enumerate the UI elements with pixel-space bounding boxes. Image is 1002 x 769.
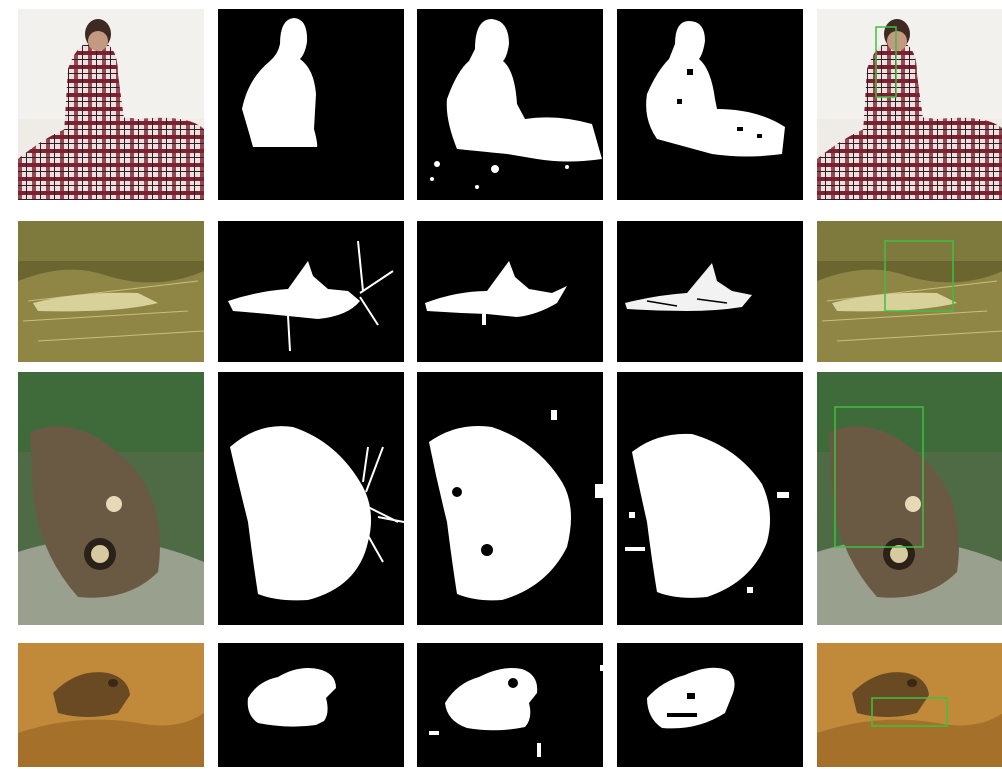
row4-detection-overlay [817, 643, 1002, 767]
row1-method-a-mask [417, 9, 603, 200]
row3-method-a-mask [417, 372, 603, 625]
row2-method-a-mask [417, 221, 603, 362]
row2-method-b-mask [617, 221, 803, 362]
row3-detection-overlay [817, 372, 1002, 625]
row1-ground-truth-mask [218, 9, 404, 200]
row3-input-image [18, 372, 204, 625]
row1-input-image [18, 9, 204, 200]
row2-detection-overlay [817, 221, 1002, 362]
row3-ground-truth-mask [218, 372, 404, 625]
row4-input-image [18, 643, 204, 767]
row3-method-b-mask [617, 372, 803, 625]
row4-method-a-mask [417, 643, 603, 767]
row4-method-b-mask [617, 643, 803, 767]
row2-ground-truth-mask [218, 221, 404, 362]
row4-ground-truth-mask [218, 643, 404, 767]
row1-method-b-mask [617, 9, 803, 200]
row1-detection-overlay [817, 9, 1002, 200]
row2-input-image [18, 221, 204, 362]
